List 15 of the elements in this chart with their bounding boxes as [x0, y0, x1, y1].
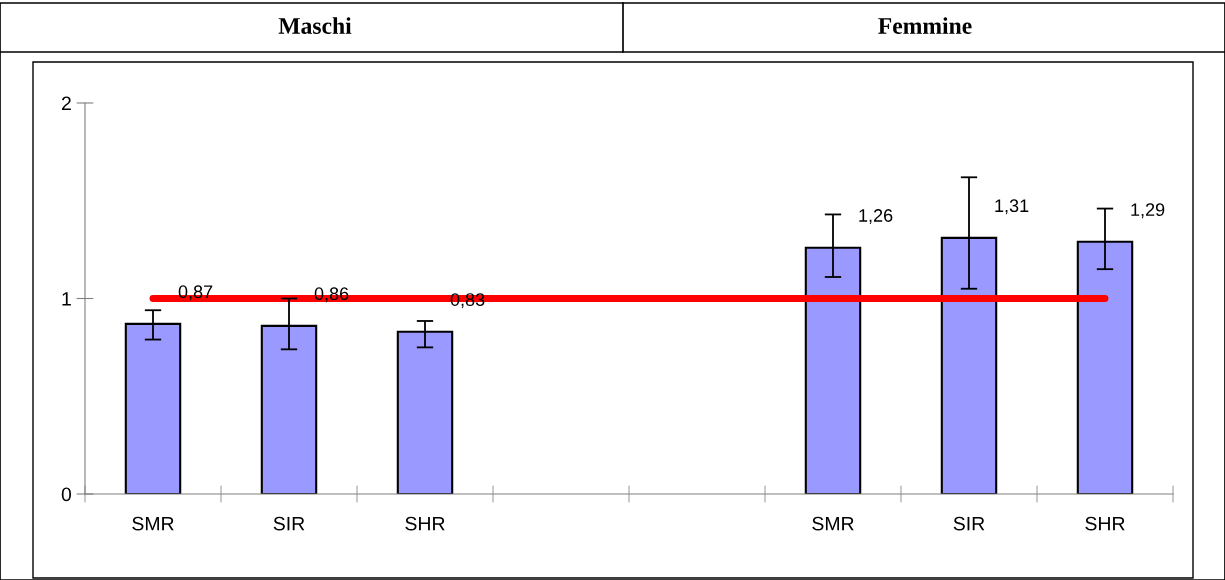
x-tick-label: SMR	[812, 516, 854, 531]
text: Maschi	[278, 17, 352, 34]
data-label: 1,29	[1131, 203, 1165, 219]
x-tick-label: SMR	[132, 516, 174, 531]
y-tick-label: 2	[61, 96, 71, 111]
x-tick-label: SHR	[1085, 516, 1125, 531]
x-tick-label: SIR	[273, 516, 305, 531]
data-label: 1,31	[995, 199, 1029, 215]
data-label: 1,26	[859, 209, 893, 225]
y-tick-label: 0	[61, 487, 72, 502]
x-tick-label: SHR	[405, 516, 445, 531]
text: Femmine	[878, 17, 972, 34]
data-label: 0,86	[314, 287, 349, 303]
y-tick-label: 1	[62, 292, 71, 306]
x-tick-label: SIR	[953, 516, 985, 531]
